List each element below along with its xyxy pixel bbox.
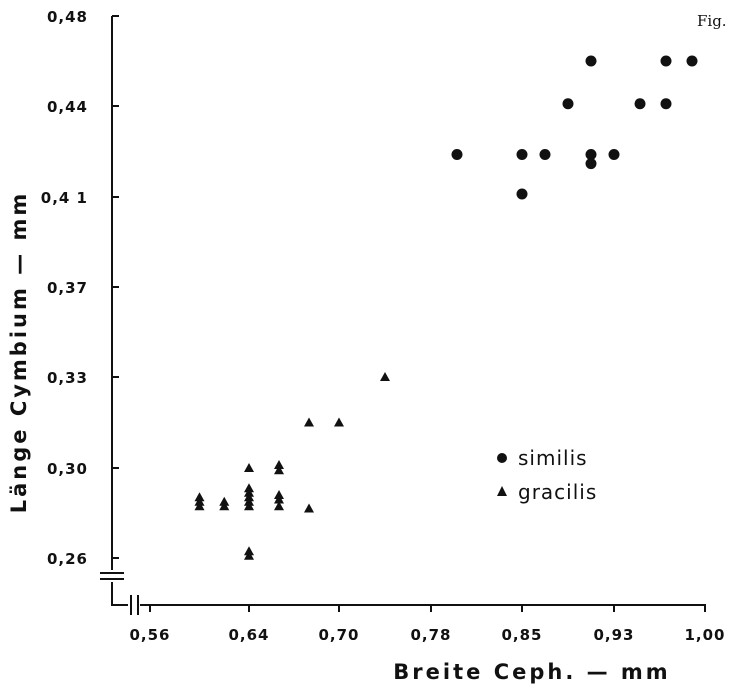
x-tick-label: 0,85 [501,626,542,644]
point-gracilis [244,550,254,560]
point-gracilis [380,372,390,381]
x-tick-label: 1,00 [684,626,725,644]
point-similis [608,149,620,161]
point-similis [562,98,574,110]
legend-marker-gracilis [497,486,507,496]
point-gracilis [274,465,284,475]
y-axis-ticks: 0,26 0,30 0,33 0,37 0,4 1 0,44 0,48 [41,8,119,568]
y-tick-label: 0,44 [47,98,88,116]
point-gracilis [274,459,284,469]
x-tick-label: 0,56 [129,626,170,644]
x-axis-title: Breite Ceph. — mm [393,660,670,684]
point-gracilis [219,501,230,511]
x-tick-label: 0,93 [593,626,634,644]
x-tick-label: 0,64 [228,626,269,644]
point-gracilis [334,417,344,427]
data-points [194,55,698,560]
legend-label-similis: similis [518,446,588,470]
point-similis [585,149,597,161]
y-tick-label: 0,33 [47,369,88,387]
point-similis [516,188,528,200]
point-similis [585,158,597,170]
point-similis [660,98,672,110]
y-tick-label: 0,30 [47,460,88,478]
y-axis-title: Länge Cymbium — mm [7,191,31,514]
point-gracilis [194,501,205,511]
point-similis [585,55,597,67]
y-axis-line-lower [111,582,128,606]
point-gracilis [274,501,284,511]
point-gracilis [244,463,254,472]
point-similis [660,55,672,67]
legend: similis gracilis [497,446,597,504]
point-gracilis [304,417,314,427]
point-similis [539,149,551,161]
y-tick-label: 0,37 [47,279,88,297]
point-gracilis [274,494,284,504]
y-tick-label: 0,48 [47,8,88,26]
x-tick-label: 0,70 [318,626,359,644]
x-axis-ticks: 0,56 0,64 0,70 0,78 0,85 0,93 1,00 [129,605,725,644]
point-similis [451,149,463,161]
x-axis-break-mark [130,595,139,615]
legend-marker-similis [497,453,507,463]
point-similis [634,98,646,110]
y-tick-label: 0,4 1 [41,189,88,207]
point-gracilis [304,503,314,513]
legend-label-gracilis: gracilis [518,480,597,504]
x-tick-label: 0,78 [410,626,451,644]
point-gracilis [244,501,254,511]
point-similis [516,149,528,161]
point-similis [686,55,698,67]
y-axis-break-mark [100,572,124,580]
y-tick-label: 0,26 [47,550,88,568]
figure-label: Fig. [697,12,727,30]
